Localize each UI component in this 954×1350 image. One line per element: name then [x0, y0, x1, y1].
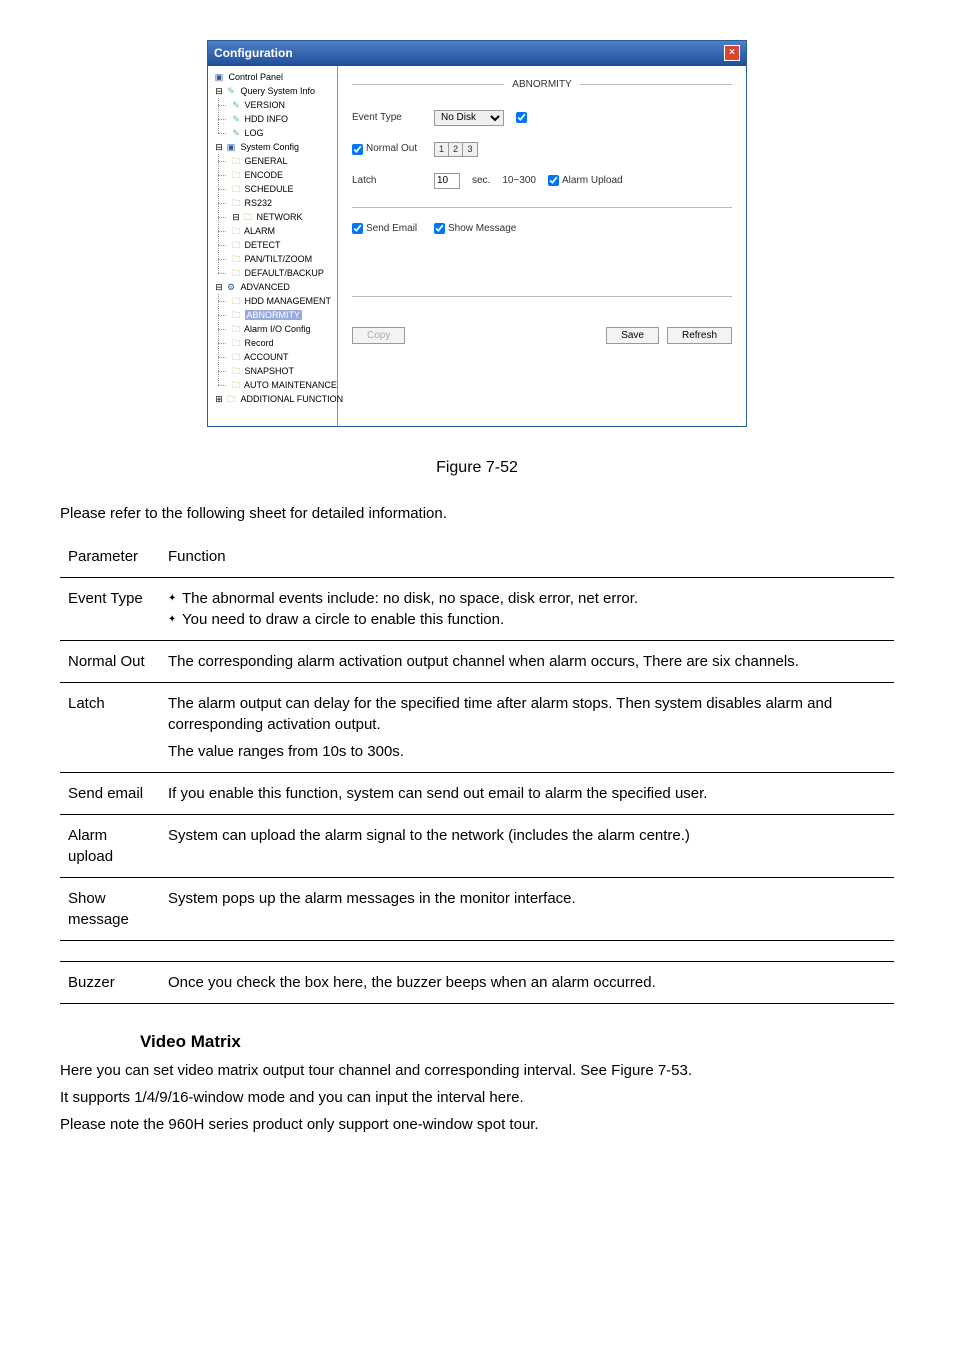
form-panel: ABNORMITY Event Type No Disk Normal Out …: [338, 66, 746, 426]
tree-item[interactable]: 🗀 SNAPSHOT: [226, 364, 335, 378]
tree-item[interactable]: 🗀 GENERAL: [226, 154, 335, 168]
body-paragraph: Here you can set video matrix output tou…: [60, 1060, 894, 1081]
intro-text: Please refer to the following sheet for …: [60, 503, 894, 524]
window-title: Configuration: [214, 45, 293, 62]
tree-item[interactable]: 🗀 HDD MANAGEMENT: [226, 294, 335, 308]
send-email-checkbox[interactable]: Send Email: [352, 222, 422, 236]
table-row: Buzzer Once you check the box here, the …: [60, 962, 894, 1004]
configuration-dialog: Configuration × ▣ Control Panel ⊟✎ Query…: [207, 40, 747, 427]
tree-item[interactable]: ✎ LOG: [226, 126, 335, 140]
tree-item[interactable]: 🗀 ENCODE: [226, 168, 335, 182]
table-row: Alarm upload System can upload the alarm…: [60, 815, 894, 878]
title-bar: Configuration ×: [208, 41, 746, 66]
latch-label: Latch: [352, 174, 422, 188]
normal-out-label: Normal Out: [366, 142, 417, 156]
figure-caption: Figure 7-52: [60, 457, 894, 479]
tree-group-additional[interactable]: ⊞🗀 ADDITIONAL FUNCTION: [212, 392, 335, 406]
close-icon[interactable]: ×: [724, 45, 740, 61]
latch-unit: sec.: [472, 174, 490, 188]
latch-input[interactable]: [434, 173, 460, 189]
tree-item-selected[interactable]: 🗀 ABNORMITY: [226, 308, 335, 322]
tree-group-query[interactable]: ⊟✎ Query System Info ✎ VERSION ✎ HDD INF…: [212, 84, 335, 140]
table-row: Show message System pops up the alarm me…: [60, 878, 894, 941]
tree-item[interactable]: 🗀 ALARM: [226, 224, 335, 238]
latch-range: 10~300: [502, 174, 536, 188]
tree-group-advanced[interactable]: ⊟⚙ ADVANCED 🗀 HDD MANAGEMENT 🗀 ABNORMITY…: [212, 280, 335, 392]
tree-item[interactable]: ⊟🗀 NETWORK: [226, 210, 335, 224]
table-row: Event Type The abnormal events include: …: [60, 578, 894, 641]
table-header-param: Parameter: [60, 536, 160, 578]
tree-item[interactable]: 🗀 RS232: [226, 196, 335, 210]
nav-tree: ▣ Control Panel ⊟✎ Query System Info ✎ V…: [208, 66, 338, 426]
table-header-func: Function: [160, 536, 894, 578]
tree-item[interactable]: 🗀 DEFAULT/BACKUP: [226, 266, 335, 280]
tree-item[interactable]: 🗀 PAN/TILT/ZOOM: [226, 252, 335, 266]
copy-button[interactable]: Copy: [352, 327, 405, 344]
tree-item[interactable]: 🗀 ACCOUNT: [226, 350, 335, 364]
output-channel-buttons[interactable]: 1 2 3: [434, 142, 478, 157]
tree-item[interactable]: ✎ HDD INFO: [226, 112, 335, 126]
tree-item[interactable]: 🗀 Record: [226, 336, 335, 350]
tree-item[interactable]: 🗀 AUTO MAINTENANCE: [226, 378, 335, 392]
body-paragraph: Please note the 960H series product only…: [60, 1114, 894, 1135]
tree-item[interactable]: 🗀 SCHEDULE: [226, 182, 335, 196]
tree-item[interactable]: 🗀 Alarm I/O Config: [226, 322, 335, 336]
table-row: Send email If you enable this function, …: [60, 773, 894, 815]
tree-item[interactable]: 🗀 DETECT: [226, 238, 335, 252]
save-button[interactable]: Save: [606, 327, 659, 344]
event-type-label: Event Type: [352, 111, 422, 125]
body-paragraph: It supports 1/4/9/16-window mode and you…: [60, 1087, 894, 1108]
tree-item[interactable]: ✎ VERSION: [226, 98, 335, 112]
tree-group-system[interactable]: ⊟▣ System Config 🗀 GENERAL 🗀 ENCODE 🗀 SC…: [212, 140, 335, 280]
normal-out-checkbox[interactable]: Normal Out: [352, 142, 422, 156]
event-type-enable-checkbox[interactable]: [516, 112, 527, 123]
event-type-select[interactable]: No Disk: [434, 110, 504, 126]
parameter-table: Parameter Function Event Type The abnorm…: [60, 536, 894, 1004]
alarm-upload-checkbox[interactable]: Alarm Upload: [548, 174, 623, 188]
section-heading: Video Matrix: [140, 1030, 894, 1054]
tree-root[interactable]: ▣ Control Panel: [212, 70, 335, 84]
panel-title: ABNORMITY: [352, 78, 732, 92]
table-row: Normal Out The corresponding alarm activ…: [60, 641, 894, 683]
refresh-button[interactable]: Refresh: [667, 327, 732, 344]
show-message-checkbox[interactable]: Show Message: [434, 222, 516, 236]
table-row: Latch The alarm output can delay for the…: [60, 683, 894, 773]
